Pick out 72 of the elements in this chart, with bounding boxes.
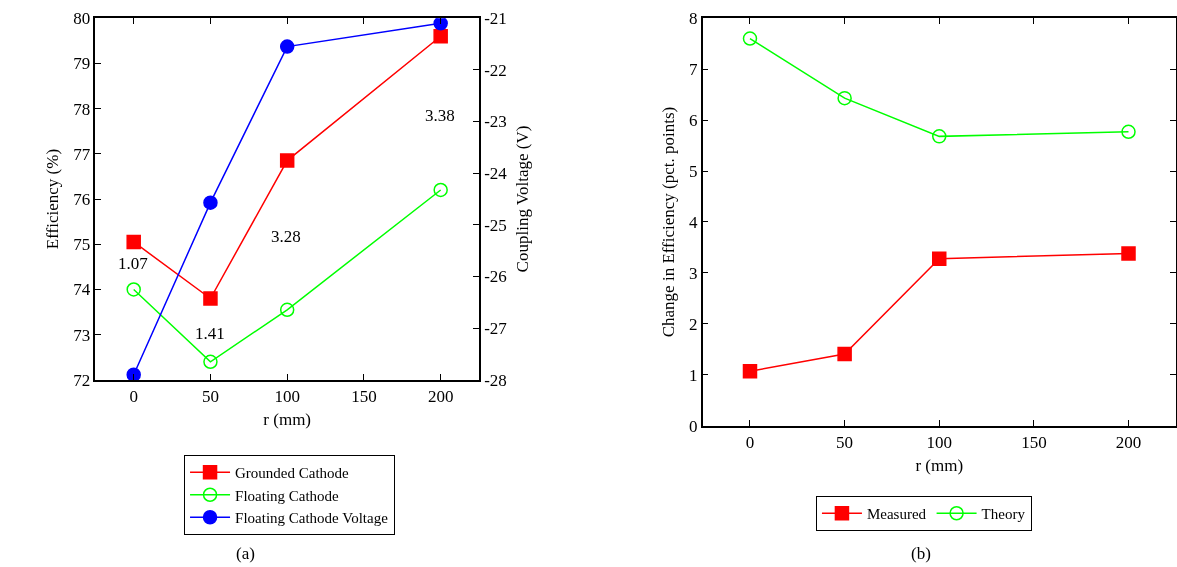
annotation: 1.07 xyxy=(118,254,149,273)
y-tick-label: 80 xyxy=(73,9,91,29)
y-axis-title: Change in Efficiency (pct. points) xyxy=(659,106,679,338)
x-tick-label: 200 xyxy=(427,387,454,407)
y-tick-label: 3 xyxy=(689,263,698,283)
y-tick-label: 77 xyxy=(73,144,91,164)
text: (b) xyxy=(911,544,931,563)
y-axis-title: Efficiency (%) xyxy=(43,148,63,250)
y2-tick-label: -22 xyxy=(484,60,507,80)
point xyxy=(932,129,947,144)
point xyxy=(837,90,852,106)
y-tick-label: 73 xyxy=(73,325,91,345)
point xyxy=(279,302,295,318)
legend-label: Floating Cathode xyxy=(235,487,340,504)
y-tick-label: 72 xyxy=(73,370,91,390)
annotation: 1.41 xyxy=(195,324,225,343)
y-tick-label: 74 xyxy=(73,280,91,300)
y-tick-label: 0 xyxy=(689,416,698,436)
y2-tick-label: -25 xyxy=(484,215,507,235)
y2-axis-title: Coupling Voltage (V) xyxy=(513,125,533,273)
y-tick-label: 5 xyxy=(689,161,698,181)
y-tick-label: 7 xyxy=(689,60,699,80)
point xyxy=(279,39,295,54)
x-tick-label: 100 xyxy=(274,387,300,407)
x-tick-label: 150 xyxy=(1021,432,1047,452)
x-tick-label: 50 xyxy=(201,387,219,407)
x-tick-label: 200 xyxy=(1115,432,1142,452)
point xyxy=(126,367,141,380)
x-tick-label: 0 xyxy=(129,387,138,407)
y-tick-label: 2 xyxy=(689,314,698,334)
point xyxy=(742,364,758,379)
x-tick-label: 0 xyxy=(745,432,755,452)
x-axis-title: r (mm) xyxy=(263,409,312,429)
y-tick-label: 75 xyxy=(73,235,91,255)
point xyxy=(126,234,141,250)
y2-tick-label: -21 xyxy=(484,9,507,29)
y-tick-label: 6 xyxy=(689,111,698,131)
point xyxy=(1121,246,1136,261)
y2-tick-label: -23 xyxy=(484,112,507,132)
point xyxy=(203,354,218,370)
annotation: 3.28 xyxy=(271,227,301,246)
legend-label: Measured xyxy=(866,506,927,523)
y2-tick-label: -24 xyxy=(484,164,508,184)
x-tick-label: 50 xyxy=(836,432,854,452)
point xyxy=(433,28,448,44)
y-tick-label: 78 xyxy=(73,99,91,119)
point xyxy=(126,282,141,297)
legend-label: Theory xyxy=(981,506,1026,523)
x-tick-label: 100 xyxy=(926,432,952,452)
point xyxy=(279,153,295,168)
x-axis-title: r (mm) xyxy=(915,455,964,475)
legend-label: Floating Cathode Voltage xyxy=(235,510,389,527)
y2-tick-label: -27 xyxy=(484,319,508,339)
point xyxy=(837,346,852,362)
point xyxy=(203,195,218,210)
y2-tick-label: -28 xyxy=(484,370,507,390)
point xyxy=(433,182,448,198)
x-tick-label: 150 xyxy=(351,387,377,407)
point xyxy=(742,31,758,46)
text: (a) xyxy=(236,544,255,563)
annotation: 3.38 xyxy=(425,106,455,125)
point xyxy=(932,251,947,266)
legend-label: Grounded Cathode xyxy=(235,465,350,482)
y-tick-label: 4 xyxy=(689,212,699,232)
point xyxy=(433,18,448,31)
point xyxy=(203,291,218,306)
point xyxy=(1121,124,1136,140)
y-tick-label: 8 xyxy=(689,9,698,29)
y2-tick-label: -26 xyxy=(484,267,507,287)
y-tick-label: 76 xyxy=(73,189,91,209)
y-tick-label: 79 xyxy=(73,54,91,74)
y-tick-label: 1 xyxy=(689,365,698,385)
